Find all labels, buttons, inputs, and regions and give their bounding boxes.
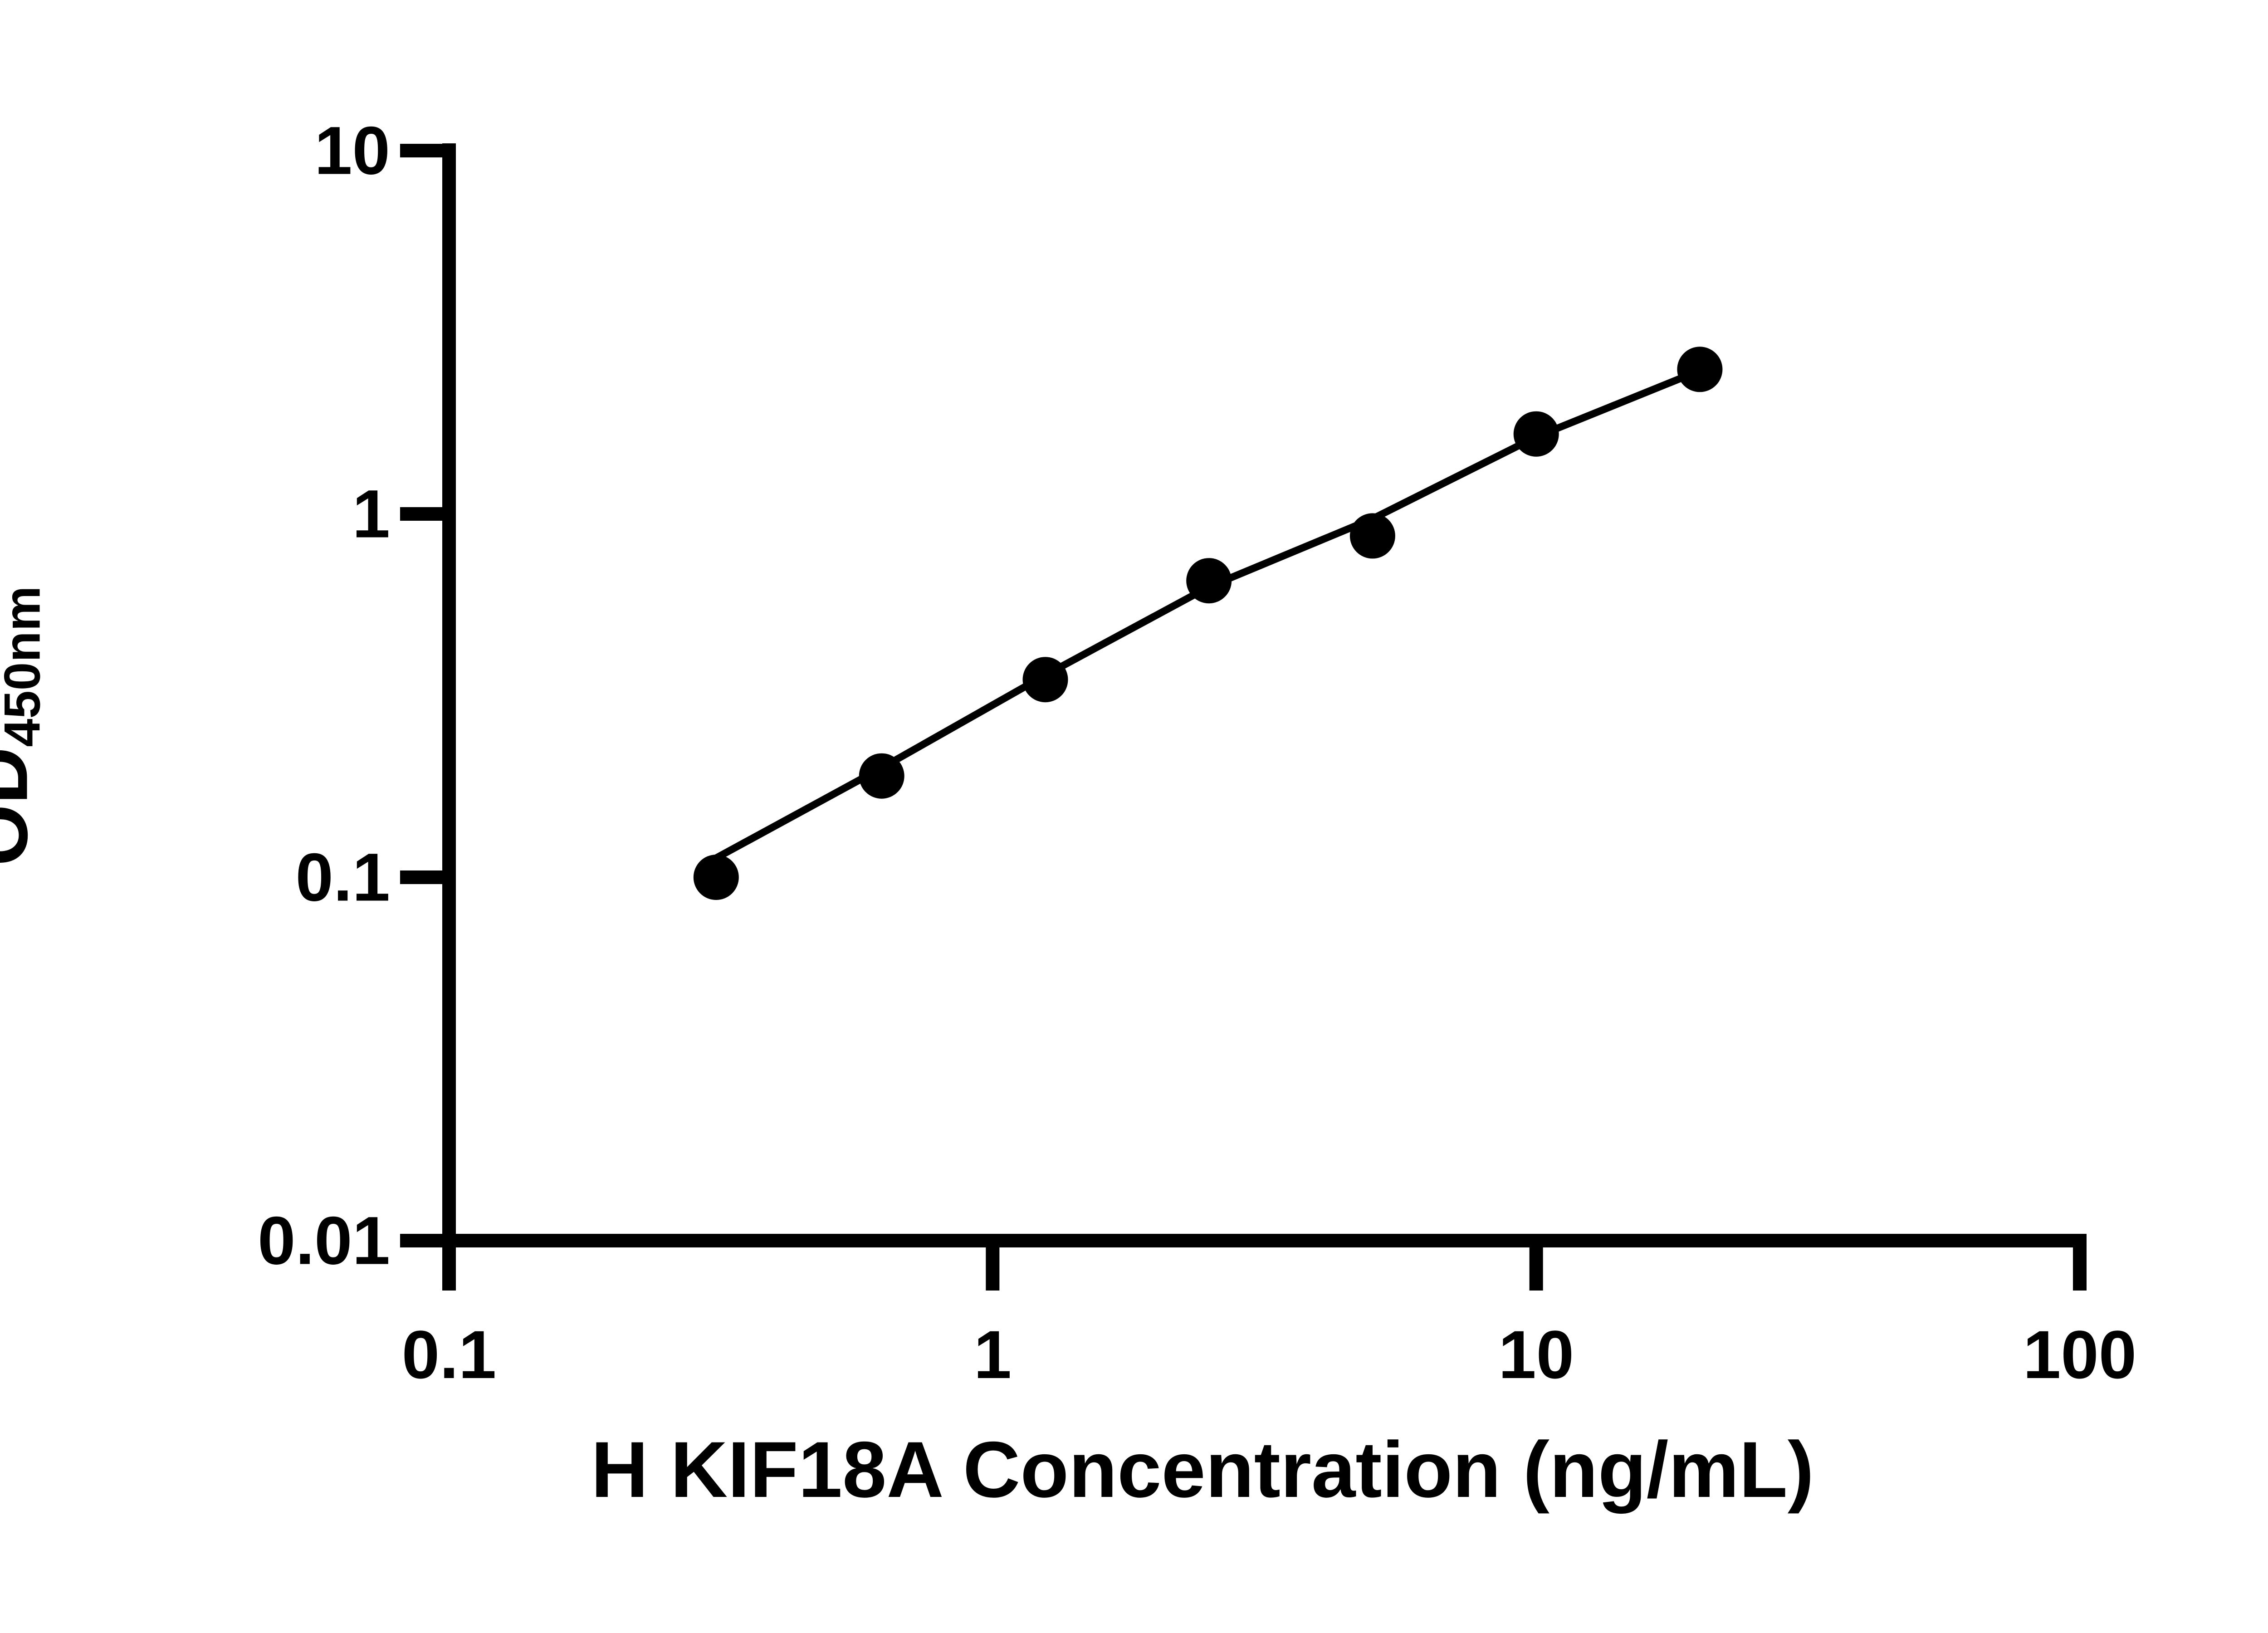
x-axis-ticks [442,1241,2087,1291]
y-axis-tick-label: 1 [352,475,390,552]
data-point-marker [1022,657,1068,703]
data-point-marker [1513,411,1559,457]
y-axis-tick-label: 0.01 [258,1202,390,1279]
y-axis-title: OD450nm [0,586,51,866]
data-point-marker [1186,558,1232,604]
x-axis-tick-label: 100 [2023,1316,2137,1393]
x-axis-tick-label: 10 [1498,1316,1574,1393]
y-axis-title-subscript: 450nm [0,586,51,747]
y-axis-ticks [400,144,449,1247]
x-axis-tick-label: 0.1 [401,1316,497,1393]
data-point-marker [1349,513,1395,559]
y-axis-title-base: OD [0,747,44,866]
data-point-marker [859,753,904,799]
x-axis-title: H KIF18A Concentration (ng/mL) [591,1426,1814,1514]
data-point-marker [693,855,739,900]
y-axis-tick-label: 0.1 [295,839,390,915]
data-point-markers [693,347,1723,900]
x-axis-tick-label: 1 [973,1316,1012,1393]
y-axis-tick-label: 10 [314,112,390,189]
data-point-marker [1677,347,1723,392]
